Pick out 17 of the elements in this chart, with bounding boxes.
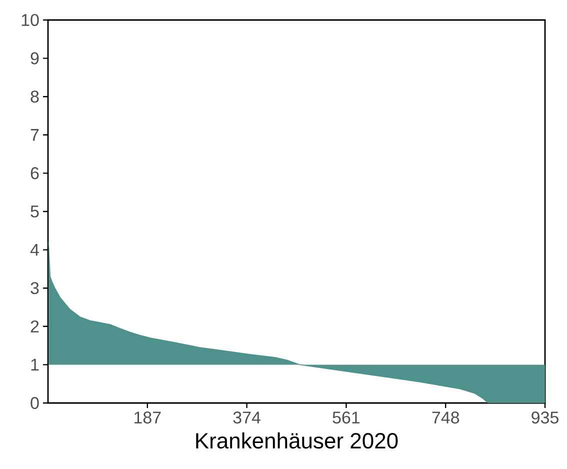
x-tick-label: 748 [432, 412, 460, 424]
y-tick-label: 4 [30, 244, 39, 256]
x-tick-label: 935 [532, 412, 558, 424]
y-tick-label: 7 [30, 129, 39, 141]
y-tick-label: 2 [30, 320, 39, 332]
x-tick-label: 561 [332, 412, 360, 424]
y-tick-label: 5 [30, 206, 39, 218]
x-axis-title: Krankenhäuser 2020 [196, 432, 398, 449]
y-tick-label: 3 [30, 282, 39, 294]
x-tick-label: 374 [233, 412, 260, 424]
y-tick-label: 8 [30, 90, 39, 103]
y-tick-label: 10 [22, 14, 39, 26]
x-tick-label: 187 [134, 412, 161, 424]
y-tick-label: 0 [30, 396, 39, 410]
y-tick-label: 9 [30, 52, 39, 64]
y-tick-label: 1 [31, 358, 39, 371]
y-tick-label: 6 [30, 167, 39, 180]
